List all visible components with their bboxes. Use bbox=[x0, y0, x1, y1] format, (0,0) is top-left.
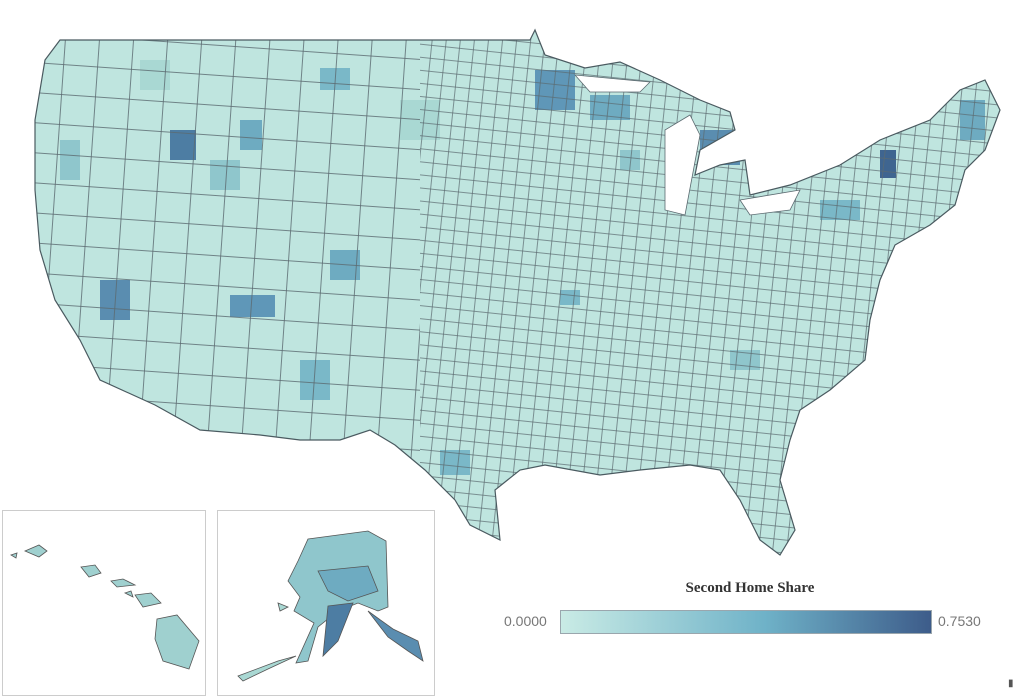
alaska-map bbox=[237, 530, 424, 682]
hawaii-map bbox=[10, 544, 200, 670]
hawaii-inset bbox=[2, 510, 206, 696]
alaska-inset bbox=[217, 510, 435, 696]
legend-title: Second Home Share bbox=[685, 580, 815, 596]
legend-min-label: 0.0000 bbox=[504, 613, 547, 629]
legend-max-label: 0.7530 bbox=[938, 613, 981, 629]
compass-icon: ▮ bbox=[1008, 678, 1014, 689]
legend-colorbar bbox=[560, 610, 932, 634]
